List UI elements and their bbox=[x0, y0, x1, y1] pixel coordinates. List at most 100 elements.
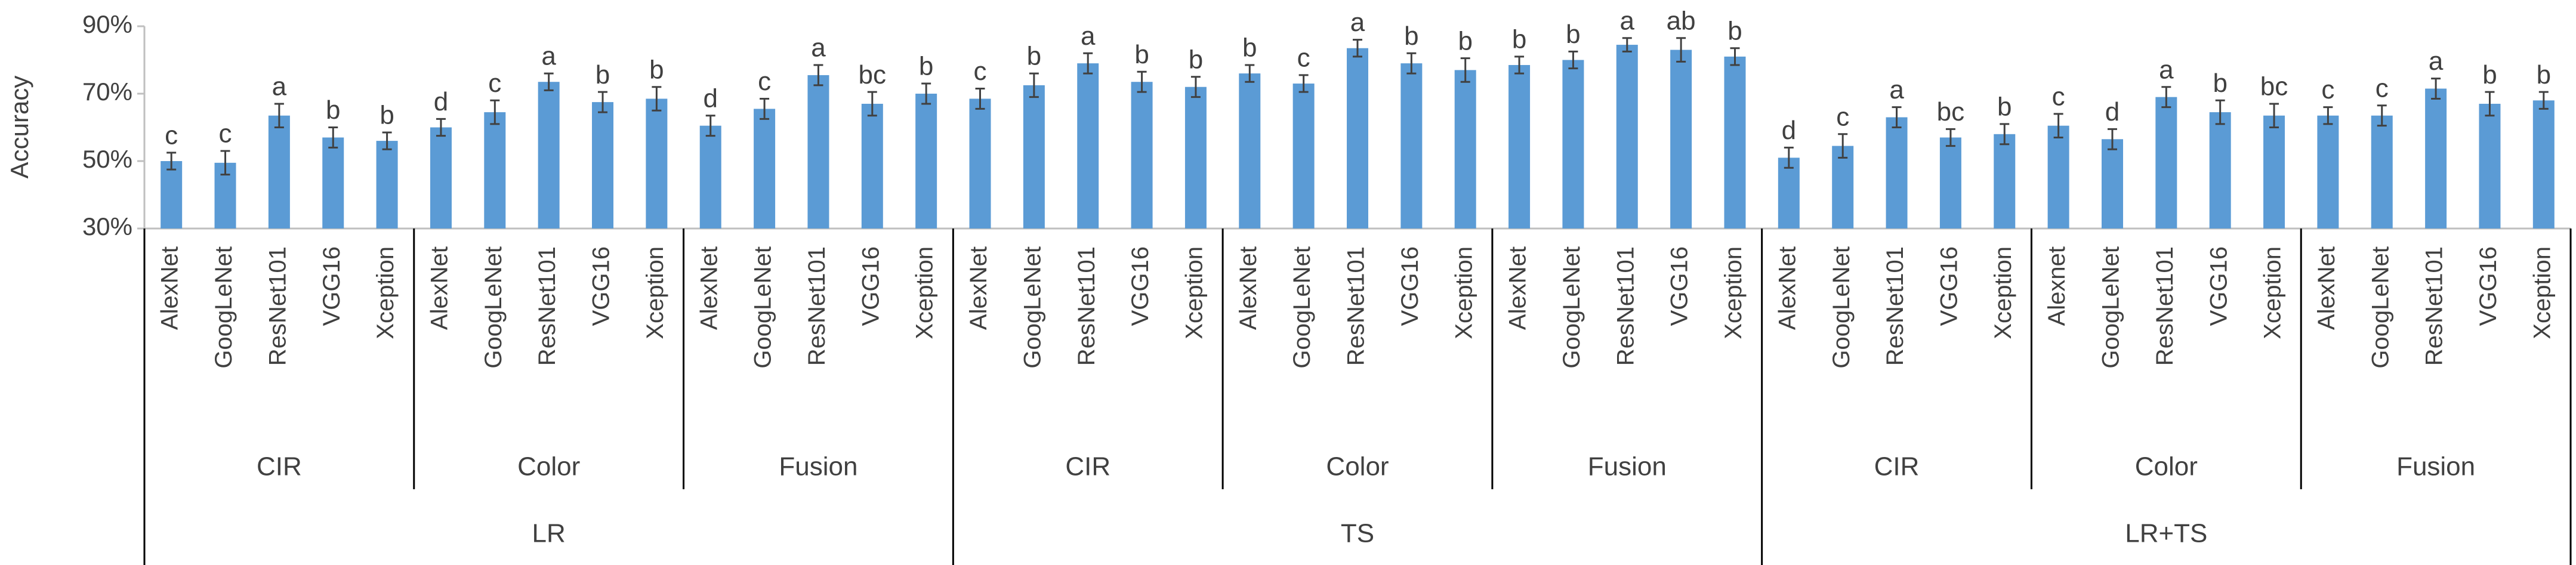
x-tick-label: AlexNet bbox=[965, 246, 992, 330]
bar bbox=[807, 75, 829, 229]
x-tick-label: ResNet101 bbox=[2152, 246, 2178, 366]
x-tick-label: ResNet101 bbox=[1612, 246, 1639, 366]
x-tick-label: AlexNet bbox=[1505, 246, 1531, 330]
bar bbox=[538, 82, 560, 229]
group-label: LR bbox=[532, 519, 566, 548]
bar bbox=[592, 102, 614, 229]
x-tick-label: GoogLeNet bbox=[1559, 246, 1585, 369]
group-label: LR+TS bbox=[2125, 519, 2207, 548]
x-tick-label: VGG16 bbox=[857, 246, 884, 326]
subgroup-label: CIR bbox=[1065, 452, 1110, 481]
letter-label: b bbox=[649, 55, 664, 84]
letter-label: b bbox=[1134, 40, 1149, 69]
bar bbox=[1347, 48, 1368, 229]
x-tick-label: GoogLeNet bbox=[2098, 246, 2124, 369]
letter-label: a bbox=[1889, 75, 1904, 104]
bar bbox=[1616, 45, 1638, 229]
x-tick-label: GoogLeNet bbox=[1289, 246, 1315, 369]
subgroup-label: Color bbox=[2135, 452, 2198, 481]
x-tick-label: AlexNet bbox=[2313, 246, 2340, 330]
x-tick-label: VGG16 bbox=[319, 246, 345, 326]
bar bbox=[161, 161, 183, 229]
x-tick-label: ResNet101 bbox=[1073, 246, 1100, 366]
bar bbox=[2263, 115, 2285, 229]
subgroup-label: Color bbox=[517, 452, 580, 481]
bar bbox=[1239, 73, 1261, 229]
bar bbox=[2155, 97, 2177, 229]
letter-label: b bbox=[2213, 69, 2227, 98]
letter-label: c bbox=[2376, 73, 2389, 103]
y-tick-label: 90% bbox=[82, 10, 132, 38]
subgroup-label: CIR bbox=[257, 452, 302, 481]
y-tick-label: 70% bbox=[82, 78, 132, 106]
letter-label: b bbox=[596, 60, 610, 89]
bar bbox=[646, 98, 668, 229]
bar bbox=[2047, 125, 2069, 229]
letter-label: b bbox=[1512, 24, 1526, 54]
bar bbox=[1508, 64, 1531, 229]
bar bbox=[969, 98, 991, 229]
bar bbox=[1939, 137, 1961, 229]
x-tick-label: Xception bbox=[1990, 246, 2016, 339]
bar bbox=[1886, 117, 1908, 229]
bar bbox=[1184, 87, 1207, 229]
x-tick-label: Xception bbox=[372, 246, 399, 339]
bar bbox=[1023, 85, 1045, 229]
group-label: TS bbox=[1341, 519, 1374, 548]
x-tick-label: VGG16 bbox=[2475, 246, 2501, 326]
letter-label: b bbox=[1189, 45, 1203, 74]
x-tick-label: AlexNet bbox=[696, 246, 722, 330]
bar bbox=[1670, 50, 1692, 229]
x-tick-label: Xception bbox=[1451, 246, 1477, 339]
letter-label: a bbox=[272, 72, 287, 101]
letter-label: b bbox=[380, 101, 394, 130]
bar bbox=[1994, 134, 2016, 229]
letter-label: b bbox=[1458, 26, 1472, 55]
subgroup-label: Fusion bbox=[1588, 452, 1667, 481]
bar bbox=[2425, 88, 2447, 229]
letter-label: a bbox=[1081, 21, 1096, 51]
y-tick-label: 30% bbox=[82, 212, 132, 240]
bar bbox=[1562, 60, 1584, 229]
x-tick-label: AlexNet bbox=[1774, 246, 1800, 330]
letter-label: b bbox=[1566, 20, 1580, 49]
x-tick-label: VGG16 bbox=[1667, 246, 1693, 326]
x-tick-label: VGG16 bbox=[1397, 246, 1423, 326]
x-tick-label: ResNet101 bbox=[1882, 246, 1908, 366]
letter-label: d bbox=[1782, 116, 1796, 145]
x-tick-label: ResNet101 bbox=[1343, 246, 1369, 366]
letter-label: b bbox=[2537, 60, 2551, 89]
x-tick-label: AlexNet bbox=[1235, 246, 1261, 330]
bar bbox=[376, 141, 398, 229]
x-tick-label: VGG16 bbox=[2205, 246, 2232, 326]
bar bbox=[1292, 84, 1315, 229]
bar bbox=[2371, 115, 2393, 229]
x-tick-label: Xception bbox=[912, 246, 938, 339]
x-tick-label: GoogLeNet bbox=[480, 246, 507, 369]
bar bbox=[1724, 56, 1746, 229]
x-tick-label: GoogLeNet bbox=[1019, 246, 1045, 369]
x-tick-label: AlexNet bbox=[157, 246, 183, 330]
letter-label: c bbox=[1297, 44, 1310, 73]
letter-label: c bbox=[488, 69, 501, 98]
x-tick-label: GoogLeNet bbox=[1828, 246, 1855, 369]
letter-label: a bbox=[1620, 6, 1635, 35]
bar bbox=[1131, 82, 1153, 229]
bar bbox=[1778, 158, 1800, 229]
x-tick-label: Xception bbox=[1720, 246, 1747, 339]
x-tick-label: Alexnet bbox=[2044, 246, 2070, 326]
subgroup-label: CIR bbox=[1874, 452, 1920, 481]
letter-label: b bbox=[2482, 60, 2497, 89]
letter-label: ab bbox=[1667, 6, 1696, 35]
letter-label: c bbox=[1836, 102, 1849, 131]
letter-label: d bbox=[2105, 97, 2120, 126]
bar bbox=[1832, 146, 1854, 229]
x-tick-label: GoogLeNet bbox=[211, 246, 237, 369]
bar bbox=[1077, 63, 1099, 229]
bar bbox=[915, 94, 937, 229]
bar bbox=[2209, 112, 2231, 229]
bar bbox=[1454, 70, 1476, 229]
letter-label: a bbox=[541, 42, 556, 71]
x-tick-label: Xception bbox=[1181, 246, 1207, 339]
